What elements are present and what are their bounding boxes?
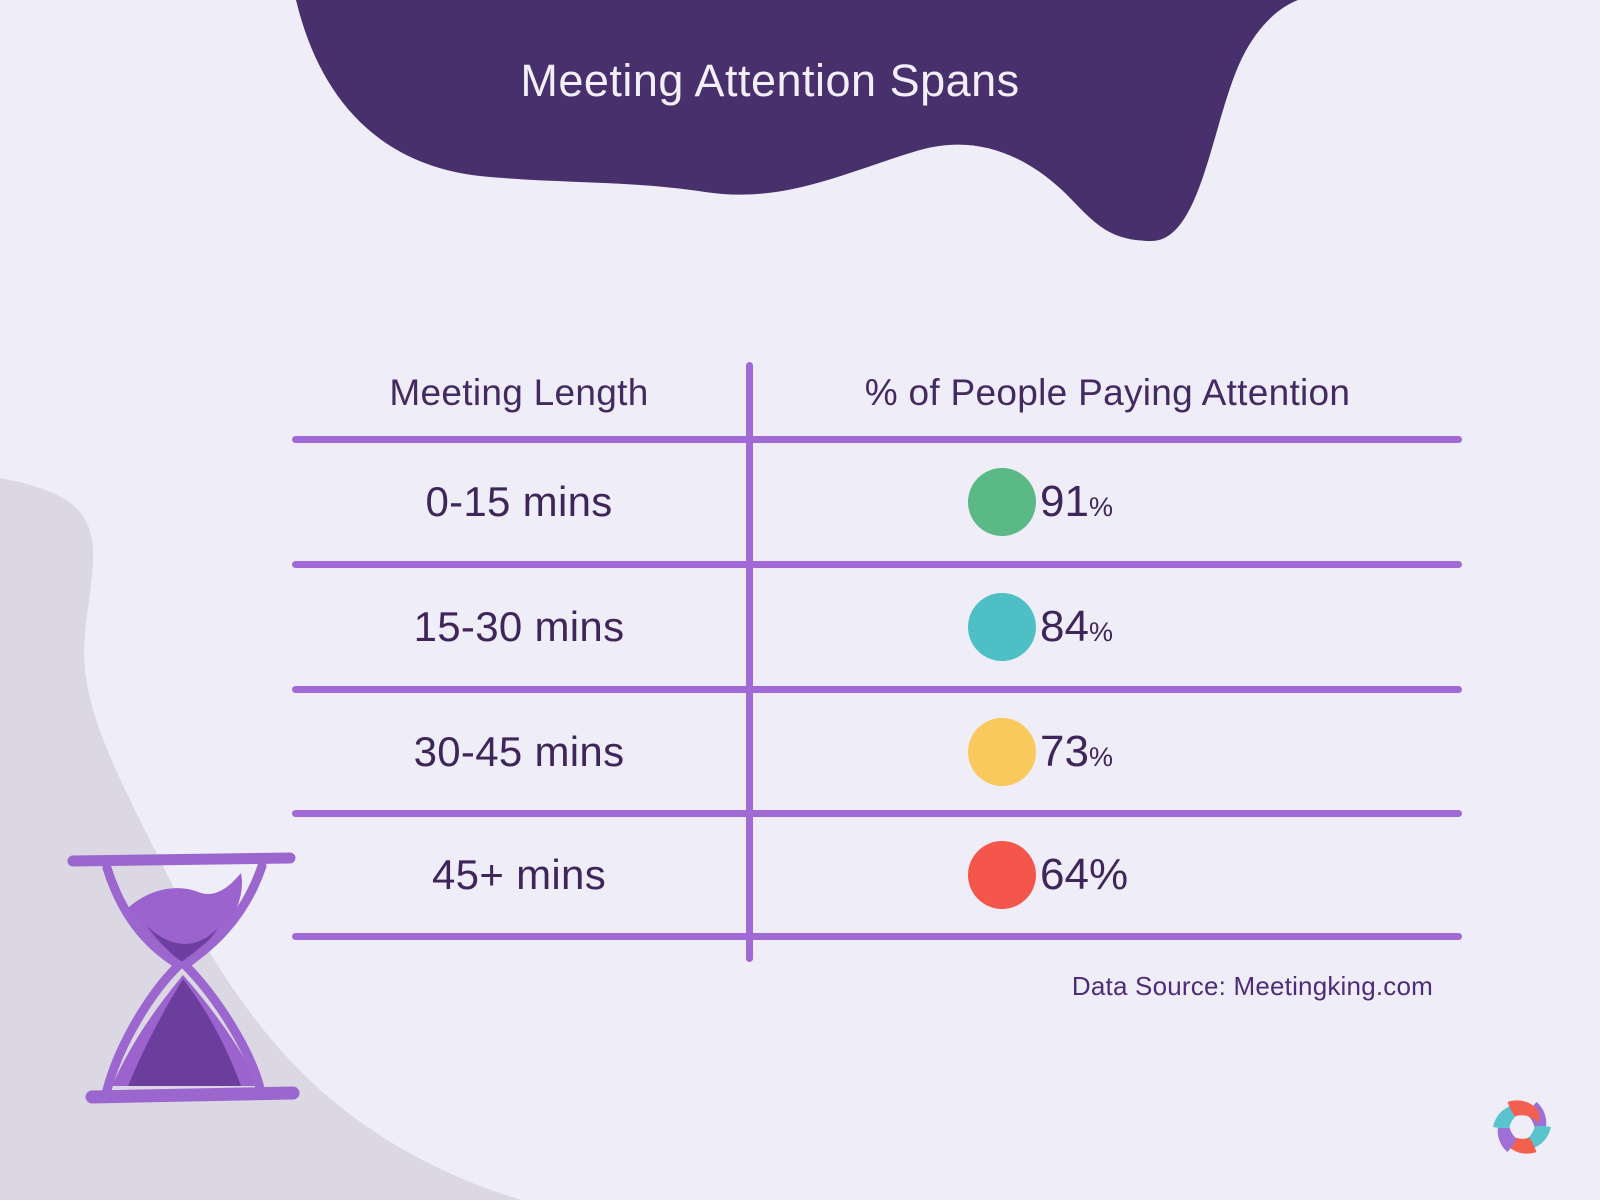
- corner-blob-shape: [0, 478, 522, 1200]
- percent-sign: %: [1088, 850, 1129, 899]
- meeting-length-cell: 45+ mins: [432, 851, 606, 898]
- table-rule-3: [292, 810, 1462, 817]
- header-blob-shape: [296, 0, 1298, 241]
- data-source-caption: Data Source: Meetingking.com: [1071, 971, 1433, 1001]
- percent-number: 84: [1040, 602, 1089, 651]
- table-rule-bottom: [292, 933, 1462, 940]
- percent-value: 91%: [1040, 467, 1113, 537]
- column-header-meeting-length: Meeting Length: [389, 372, 649, 413]
- page-title: Meeting Attention Spans: [520, 55, 1020, 106]
- percent-sign: %: [1088, 492, 1113, 522]
- table-rule-header: [292, 436, 1462, 443]
- meeting-length-cell: 30-45 mins: [413, 728, 625, 775]
- column-header-attention: % of People Paying Attention: [864, 372, 1351, 413]
- percent-number: 91: [1040, 477, 1089, 526]
- status-dot-green: [968, 468, 1036, 536]
- percent-sign: %: [1088, 617, 1113, 647]
- table-rule-1: [292, 561, 1462, 568]
- percent-sign: %: [1088, 742, 1113, 772]
- percent-value: 84%: [1040, 592, 1113, 662]
- meeting-length-cell: 15-30 mins: [413, 603, 625, 650]
- status-dot-yellow: [968, 718, 1036, 786]
- percent-value: 73%: [1040, 717, 1113, 787]
- table-rule-2: [292, 686, 1462, 693]
- percent-number: 73: [1040, 727, 1089, 776]
- table-column-divider: [746, 362, 753, 962]
- status-dot-red: [968, 841, 1036, 909]
- hourglass-illustration: [67, 852, 300, 1104]
- brand-logo-icon: [1493, 1100, 1551, 1154]
- meeting-length-cell: 0-15 mins: [425, 478, 613, 525]
- status-dot-teal: [968, 593, 1036, 661]
- percent-number: 64: [1040, 850, 1089, 899]
- percent-value: 64%: [1040, 840, 1128, 910]
